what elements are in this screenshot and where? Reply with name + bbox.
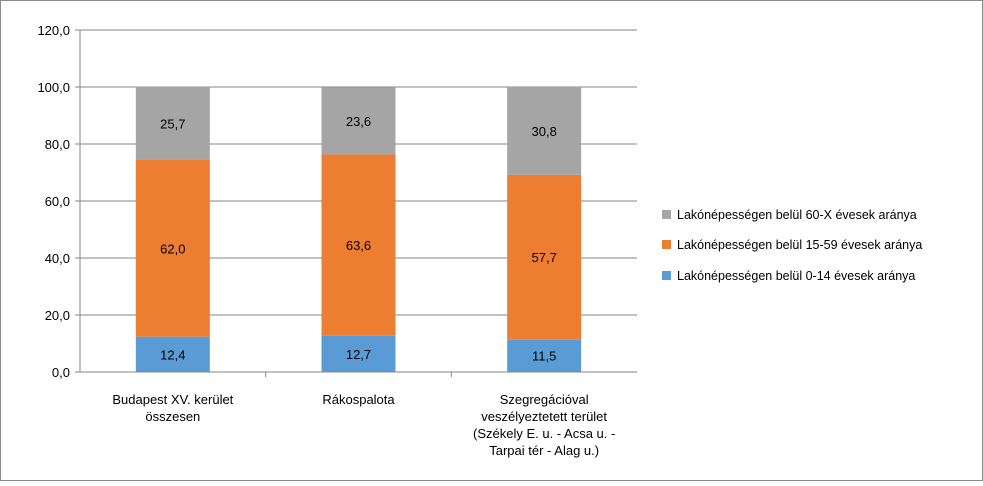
data-label: 62,0 bbox=[160, 241, 185, 256]
y-tick-label: 120,0 bbox=[37, 23, 70, 38]
x-category-label: Tarpai tér - Alag u.) bbox=[489, 443, 599, 458]
data-label: 23,6 bbox=[346, 114, 371, 129]
y-tick-label: 20,0 bbox=[45, 308, 70, 323]
bar-segment bbox=[507, 339, 582, 372]
data-label: 63,6 bbox=[346, 238, 371, 253]
legend-label: Lakónépességen belül 15-59 évesek aránya bbox=[677, 238, 922, 252]
bar-segment bbox=[321, 335, 396, 372]
y-tick-label: 40,0 bbox=[45, 251, 70, 266]
bar-segment bbox=[321, 87, 396, 155]
y-tick-label: 0,0 bbox=[52, 365, 70, 380]
bar-segment bbox=[135, 336, 210, 372]
x-category-label: Szegregációval bbox=[500, 392, 589, 407]
x-category-label: Rákospalota bbox=[322, 392, 395, 407]
data-label: 25,7 bbox=[160, 116, 185, 131]
x-category-label: (Székely E. u. - Acsa u. - bbox=[473, 426, 615, 441]
data-label: 30,8 bbox=[532, 124, 557, 139]
y-tick-label: 80,0 bbox=[45, 137, 70, 152]
legend-label: Lakónépességen belül 0-14 évesek aránya bbox=[677, 269, 915, 283]
bar-segment bbox=[135, 159, 210, 337]
data-label: 11,5 bbox=[532, 349, 556, 364]
data-label: 57,7 bbox=[532, 250, 557, 265]
data-label: 12,4 bbox=[160, 347, 185, 362]
bar-segment bbox=[507, 87, 582, 175]
y-tick-label: 100,0 bbox=[37, 80, 70, 95]
bar-segment bbox=[507, 174, 582, 340]
y-tick-label: 60,0 bbox=[45, 194, 70, 209]
data-label: 12,7 bbox=[346, 347, 371, 362]
legend: Lakónépességen belül 60-X évesek aránya L… bbox=[662, 208, 922, 283]
bars bbox=[135, 86, 582, 372]
axes: 0,0 20,0 40,0 60,0 80,0 100,0 120,0 Budapest XV… bbox=[37, 23, 637, 458]
data-labels: 12,4 62,0 25,7 12,7 63,6 23,6 11,5 57,7 30,8 bbox=[160, 114, 557, 364]
legend-swatch bbox=[662, 271, 671, 280]
x-category-label: veszélyeztetett terület bbox=[481, 409, 607, 424]
legend-swatch bbox=[662, 210, 671, 219]
x-category-label: Budapest XV. kerület bbox=[112, 392, 233, 407]
legend-swatch bbox=[662, 240, 671, 249]
bar-segment bbox=[135, 86, 210, 160]
bar-segment bbox=[321, 154, 396, 336]
legend-label: Lakónépességen belül 60-X évesek aránya bbox=[677, 208, 917, 222]
x-category-label: összesen bbox=[145, 409, 200, 424]
